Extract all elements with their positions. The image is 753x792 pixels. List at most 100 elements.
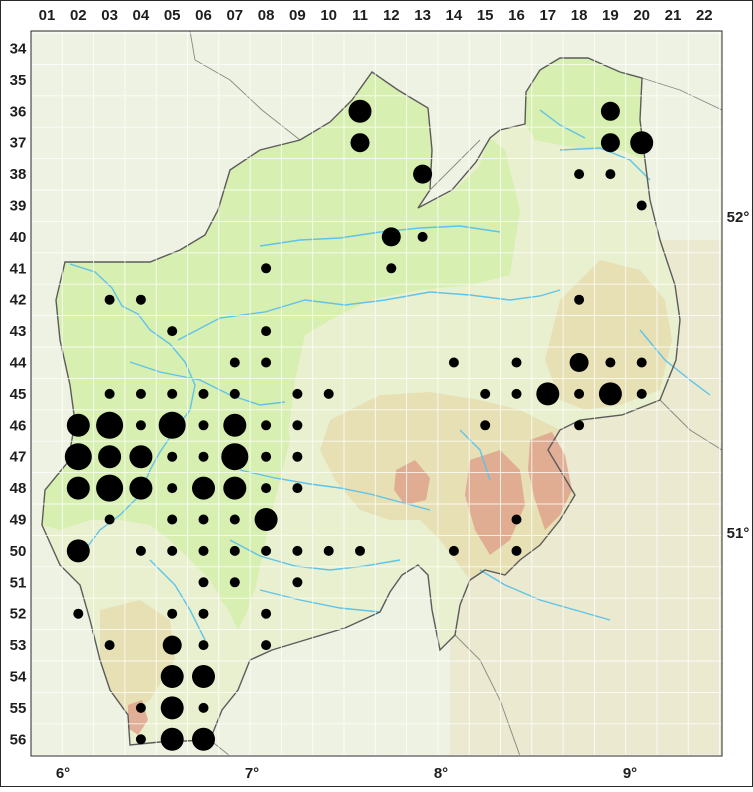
row-label: 56 (10, 731, 27, 748)
occurrence-dot (574, 294, 585, 305)
row-label: 46 (10, 417, 27, 434)
longitude-label: 6° (56, 765, 70, 782)
column-label: 06 (195, 7, 212, 24)
occurrence-dot (104, 640, 115, 651)
occurrence-dot (323, 388, 334, 399)
column-label: 08 (258, 7, 275, 24)
column-label: 21 (665, 7, 682, 24)
occurrence-dot (448, 545, 459, 556)
occurrence-dot (162, 635, 182, 655)
river (559, 147, 651, 181)
occurrence-dot (221, 443, 249, 471)
occurrence-dot (480, 388, 491, 399)
occurrence-dot (261, 420, 272, 431)
river-network (69, 109, 711, 641)
row-label: 47 (10, 449, 27, 466)
row-labels: 34 35 36 37 38 39 40 41 42 43 44 45 46 47 48 49 50 51 52 53… (10, 41, 27, 749)
column-label: 03 (101, 7, 118, 24)
occurrence-dot (229, 357, 240, 368)
occurrence-dot (135, 420, 146, 431)
occurrence-dot (574, 169, 585, 180)
river (459, 429, 491, 481)
occurrence-dot (574, 388, 585, 399)
occurrence-dot (167, 388, 178, 399)
occurrence-dot (135, 388, 146, 399)
occurrence-dot (261, 483, 272, 494)
occurrence-dot (198, 608, 209, 619)
occurrence-dot (104, 388, 115, 399)
occurrence-dot (254, 508, 278, 531)
column-label: 13 (414, 7, 431, 24)
occurrence-dot (198, 451, 209, 462)
occurrence-dot (600, 133, 620, 153)
occurrence-dot (229, 514, 240, 525)
occurrence-dot (160, 727, 184, 751)
column-label: 07 (226, 7, 243, 24)
occurrence-dot (158, 411, 186, 439)
occurrence-dot (292, 451, 303, 462)
column-label: 22 (696, 7, 713, 24)
occurrence-dot (569, 353, 589, 372)
region-area (42, 58, 680, 745)
river (479, 569, 611, 621)
occurrence-dot (413, 164, 433, 184)
occurrence-dot (66, 413, 90, 437)
row-label: 34 (10, 41, 27, 58)
river (259, 225, 501, 247)
column-label: 17 (539, 7, 556, 24)
row-label: 45 (10, 386, 27, 403)
occurrence-dot (229, 545, 240, 556)
occurrence-dot (96, 474, 124, 502)
occurrence-dots (64, 99, 654, 751)
river (239, 469, 431, 511)
occurrence-dot (229, 577, 240, 588)
occurrence-dot (98, 445, 122, 469)
occurrence-dot (167, 483, 178, 494)
column-label: 05 (164, 7, 181, 24)
latitude-label: 52° (727, 209, 750, 226)
occurrence-dot (511, 514, 522, 525)
row-label: 38 (10, 166, 27, 183)
row-label: 39 (10, 198, 27, 215)
occurrence-dot (66, 539, 90, 563)
highland-area (394, 460, 430, 505)
column-label: 11 (352, 7, 368, 24)
column-label: 12 (383, 7, 400, 24)
occurrence-dot (480, 420, 491, 431)
occurrence-dot (600, 101, 620, 121)
row-label: 36 (10, 103, 27, 120)
occurrence-dot (261, 357, 272, 368)
occurrence-dot (64, 443, 92, 471)
occurrence-dot (96, 411, 124, 439)
occurrence-dot (192, 665, 215, 688)
occurrence-dot (160, 696, 184, 720)
occurrence-dot (598, 382, 622, 406)
occurrence-dot (167, 545, 178, 556)
row-label: 41 (10, 260, 27, 277)
column-label: 18 (571, 7, 588, 24)
occurrence-dot (229, 388, 240, 399)
occurrence-dot (261, 640, 272, 651)
occurrence-dot (536, 382, 560, 406)
row-label: 35 (10, 72, 27, 89)
occurrence-dot (381, 227, 401, 247)
latitude-labels: 52° 51° (727, 209, 750, 542)
occurrence-dot (223, 413, 247, 437)
occurrence-dot (448, 357, 459, 368)
column-label: 10 (320, 7, 337, 24)
occurrence-dot (167, 326, 178, 337)
column-label: 14 (446, 7, 463, 24)
occurrence-dot (636, 388, 647, 399)
river (69, 263, 196, 551)
occurrence-dot (198, 388, 209, 399)
occurrence-dot (192, 476, 215, 500)
grid-lines (31, 31, 722, 756)
occurrence-dot (323, 545, 334, 556)
occurrence-dot (261, 326, 272, 337)
occurrence-dot (192, 727, 215, 751)
occurrence-dot (198, 640, 209, 651)
row-label: 43 (10, 323, 27, 340)
column-label: 02 (70, 7, 87, 24)
column-label: 20 (633, 7, 650, 24)
